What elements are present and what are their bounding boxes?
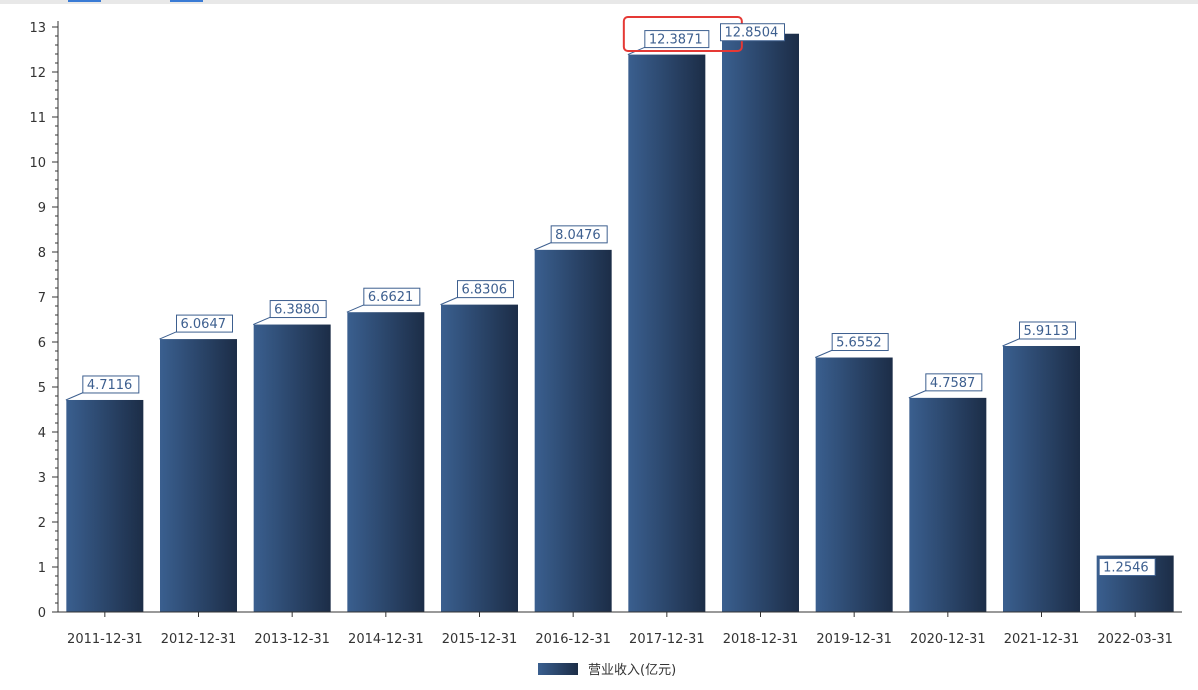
data-label-text: 12.8504 xyxy=(725,26,779,41)
x-tick-label: 2015-12-31 xyxy=(442,632,518,647)
legend-label[interactable]: 营业收入(亿元) xyxy=(588,663,676,678)
bar-2016-12-31[interactable] xyxy=(534,249,612,612)
data-label-2021-12-31: 5.9113 xyxy=(1002,321,1076,347)
data-label-text: 1.2546 xyxy=(1103,561,1149,576)
bar-2020-12-31[interactable] xyxy=(909,397,987,612)
bar-2019-12-31[interactable] xyxy=(815,357,893,612)
x-axis: 2011-12-31 2012-12-31 2013-12-31 2014-12-31… xyxy=(58,611,1182,647)
data-labels-layer: 4.7116 6.0647 6.3880 6.6621 6.8306 8.0476 12.3… xyxy=(65,16,1156,577)
y-tick-label: 13 xyxy=(29,21,46,36)
data-label-2020-12-31: 4.7587 xyxy=(908,373,983,399)
data-label-text: 5.9113 xyxy=(1024,324,1070,339)
x-tick-label: 2012-12-31 xyxy=(161,632,237,647)
data-label-text: 8.0476 xyxy=(555,228,601,243)
y-tick-label: 7 xyxy=(38,291,46,306)
bar-2011-12-31[interactable] xyxy=(66,399,144,612)
x-tick-label: 2013-12-31 xyxy=(254,632,330,647)
data-label-2017-12-31: 12.3871 xyxy=(627,30,710,56)
legend: 营业收入(亿元) xyxy=(538,663,676,678)
y-tick-label: 12 xyxy=(29,66,46,81)
bar-2015-12-31[interactable] xyxy=(441,304,518,612)
data-label-text: 6.0647 xyxy=(181,317,227,332)
data-label-box xyxy=(1019,321,1076,340)
data-label-box xyxy=(363,287,421,306)
data-label-2012-12-31: 6.0647 xyxy=(159,314,233,340)
x-tick-label: 2014-12-31 xyxy=(348,632,424,647)
top-bar xyxy=(0,0,1198,4)
data-label-box xyxy=(720,23,785,42)
data-label-text: 5.6552 xyxy=(836,336,882,351)
data-label-text: 4.7587 xyxy=(930,376,976,391)
x-tick-label: 2019-12-31 xyxy=(816,632,892,647)
data-label-2018-12-31: 12.8504 xyxy=(720,23,785,42)
data-label-box xyxy=(269,300,327,319)
x-tick-label: 2020-12-31 xyxy=(910,632,986,647)
bars-layer xyxy=(66,33,1174,613)
data-label-2015-12-31: 6.8306 xyxy=(440,280,514,306)
y-tick-label: 1 xyxy=(38,561,46,576)
x-tick-label: 2021-12-31 xyxy=(1004,632,1080,647)
data-label-2011-12-31: 4.7116 xyxy=(65,375,140,401)
data-label-text: 6.3880 xyxy=(274,303,320,318)
data-label-2022-03-31: 1.2546 xyxy=(1098,558,1156,577)
data-label-box xyxy=(176,314,233,333)
data-label-box xyxy=(457,280,514,299)
y-tick-label: 6 xyxy=(38,336,46,351)
y-tick-label: 11 xyxy=(29,111,46,126)
data-label-text: 4.7116 xyxy=(87,378,133,393)
y-tick-label: 10 xyxy=(29,156,46,171)
data-label-box xyxy=(925,373,983,392)
legend-swatch[interactable] xyxy=(538,663,578,675)
data-label-box xyxy=(644,30,710,49)
tab-indicator-1[interactable] xyxy=(68,0,101,2)
data-label-text: 12.3871 xyxy=(649,33,703,48)
data-label-2013-12-31: 6.3880 xyxy=(252,300,327,325)
bar-2012-12-31[interactable] xyxy=(160,339,237,612)
y-tick-label: 2 xyxy=(38,516,46,531)
data-label-2014-12-31: 6.6621 xyxy=(346,287,421,313)
x-tick-label: 2022-03-31 xyxy=(1097,632,1173,647)
x-tick-label: 2017-12-31 xyxy=(629,632,705,647)
bar-2013-12-31[interactable] xyxy=(253,324,331,612)
data-label-box xyxy=(82,375,140,394)
data-label-box xyxy=(1098,558,1156,577)
bar-2018-12-31[interactable] xyxy=(722,33,799,613)
data-label-box xyxy=(550,225,608,244)
x-tick-label: 2016-12-31 xyxy=(535,632,611,647)
data-label-text: 6.6621 xyxy=(368,290,414,305)
data-label-text: 6.8306 xyxy=(462,283,508,298)
x-tick-label: 2018-12-31 xyxy=(723,632,799,647)
y-tick-label: 5 xyxy=(38,381,46,396)
y-tick-label: 0 xyxy=(38,606,46,621)
data-label-box xyxy=(831,333,889,352)
bar-2014-12-31[interactable] xyxy=(347,312,425,612)
bar-2021-12-31[interactable] xyxy=(1003,345,1080,612)
y-tick-label: 4 xyxy=(38,426,46,441)
y-tick-label: 9 xyxy=(38,201,46,216)
bar-2017-12-31[interactable] xyxy=(628,54,706,612)
tab-indicator-2[interactable] xyxy=(170,0,203,2)
x-tick-label: 2011-12-31 xyxy=(67,632,143,647)
y-tick-label: 3 xyxy=(38,471,46,486)
data-label-2016-12-31: 8.0476 xyxy=(533,225,608,251)
y-tick-label: 8 xyxy=(38,246,46,261)
data-label-2019-12-31: 5.6552 xyxy=(814,333,889,358)
